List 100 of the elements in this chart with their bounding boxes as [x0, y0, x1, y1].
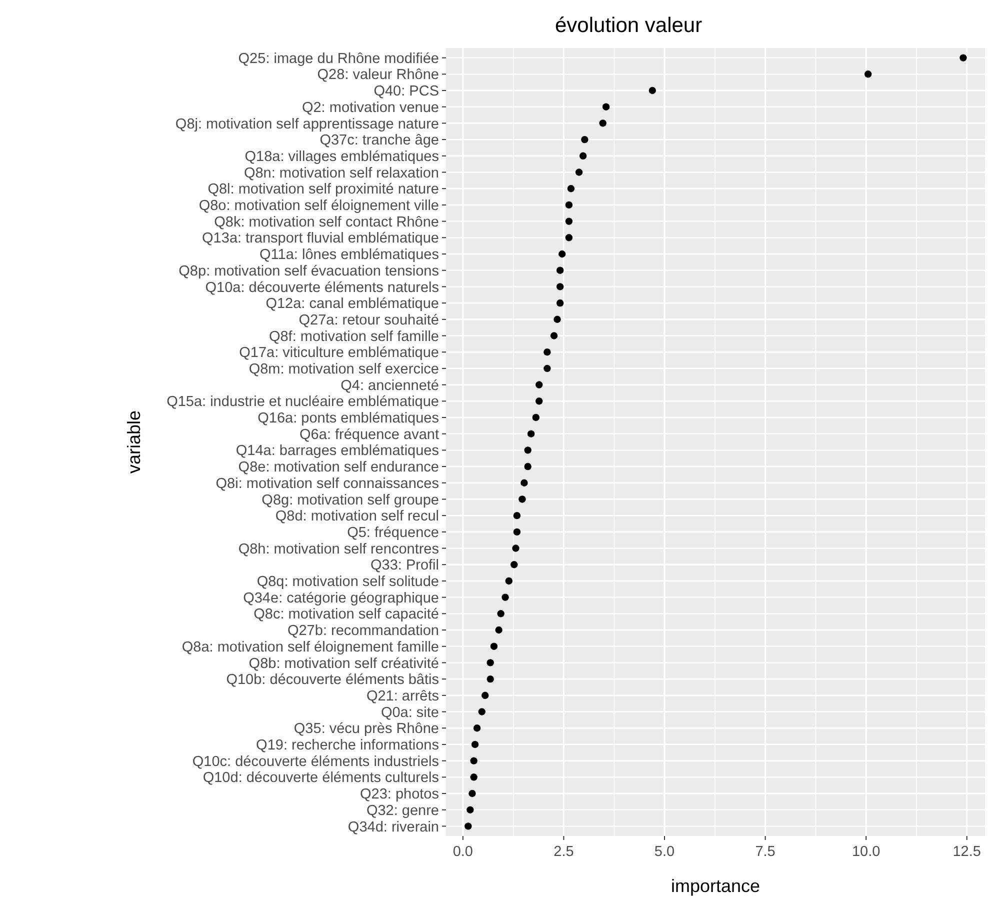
y-tick-label: Q8o: motivation self éloignement ville: [198, 198, 439, 214]
point: [513, 528, 521, 536]
y-tick-label: Q21: arrêts: [366, 688, 439, 704]
point: [478, 708, 486, 716]
point: [466, 806, 474, 814]
y-tick-label: Q37c: tranche âge: [320, 132, 439, 149]
y-tick-label: Q8i: motivation self connaissances: [216, 476, 439, 492]
point: [544, 364, 551, 372]
y-tick-label: Q40: PCS: [374, 84, 439, 100]
chart-title: évolution valeur: [555, 14, 702, 37]
point: [536, 381, 543, 388]
y-tick-label: Q10a: découverte éléments naturels: [205, 280, 439, 296]
point: [502, 594, 509, 601]
y-tick-label: Q10c: découverte éléments industriels: [192, 754, 439, 770]
point: [558, 250, 566, 258]
y-tick-label: Q8h: motivation self rencontres: [238, 541, 439, 558]
point: [575, 168, 583, 176]
point: [565, 218, 573, 225]
y-tick-label: Q8q: motivation self solitude: [256, 574, 439, 590]
point: [495, 626, 502, 634]
y-tick-label: Q8k: motivation self contact Rhône: [214, 214, 439, 230]
point: [518, 496, 526, 503]
y-tick-label: Q10b: découverte éléments bâtis: [226, 672, 439, 688]
point: [556, 283, 564, 290]
x-tick-label: 7.5: [755, 844, 776, 860]
y-tick-label: Q8b: motivation self créativité: [248, 656, 439, 672]
point: [544, 348, 551, 356]
x-tick-label: 2.5: [554, 844, 574, 860]
y-tick-label: Q5: fréquence: [347, 524, 439, 541]
point: [512, 544, 520, 552]
point: [470, 757, 478, 764]
point: [602, 103, 610, 110]
x-axis-title: importance: [670, 876, 760, 896]
y-tick-label: Q14a: barrages emblématiques: [236, 443, 439, 460]
point: [471, 740, 479, 748]
point: [556, 299, 564, 307]
y-tick-label: Q8f: motivation self famille: [268, 328, 439, 345]
point: [565, 201, 573, 209]
point: [550, 332, 558, 340]
point: [648, 86, 656, 94]
point: [565, 234, 573, 242]
y-tick-label: Q10d: découverte éléments culturels: [202, 770, 439, 786]
y-tick-label: Q8j: motivation self apprentissage nature: [175, 116, 439, 132]
y-tick-label: Q23: photos: [360, 786, 439, 803]
point: [510, 561, 518, 568]
point: [579, 152, 587, 160]
point: [505, 577, 512, 585]
y-tick-label: Q8l: motivation self proximité nature: [208, 182, 439, 198]
y-tick-label: Q15a: industrie et nucléaire emblématique: [166, 394, 439, 410]
point: [524, 462, 532, 470]
point: [482, 692, 489, 699]
point: [960, 54, 967, 62]
x-tick-label: 5.0: [654, 844, 675, 860]
y-tick-label: Q34d: riverain: [348, 819, 439, 836]
y-tick-label: Q34e: catégorie géographique: [243, 590, 439, 606]
y-tick-label: Q6a: fréquence avant: [300, 426, 439, 443]
y-tick-label: Q13a: transport fluvial emblématique: [202, 230, 439, 247]
x-tick-label: 0.0: [452, 844, 474, 860]
point: [468, 790, 476, 798]
y-axis-title: variable: [124, 410, 144, 474]
x-tick-label: 10.0: [852, 844, 880, 860]
y-tick-label: Q2: motivation venue: [302, 100, 439, 116]
point: [464, 822, 472, 830]
point: [497, 610, 504, 618]
y-tick-label: Q4: ancienneté: [340, 378, 439, 394]
y-tick-label: Q33: Profil: [370, 558, 439, 574]
point: [864, 70, 872, 78]
y-tick-label: Q8g: motivation self groupe: [262, 492, 439, 508]
point: [513, 512, 521, 520]
y-tick-label: Q32: genre: [366, 802, 439, 819]
y-tick-label: Q8m: motivation self exercice: [248, 362, 439, 378]
y-tick-label: Q17a: viticulture emblématique: [239, 345, 439, 362]
point: [556, 266, 564, 274]
point: [470, 774, 478, 781]
point: [567, 185, 575, 192]
point: [473, 724, 481, 732]
point: [554, 316, 561, 323]
point: [536, 398, 543, 405]
point: [486, 675, 494, 683]
y-tick-label: Q19: recherche informations: [256, 738, 439, 754]
y-tick-label: Q28: valeur Rhône: [317, 67, 439, 84]
y-tick-label: Q16a: ponts emblématiques: [258, 410, 439, 427]
y-tick-label: Q25: image du Rhône modifiée: [238, 50, 439, 67]
y-tick-label: Q18a: villages emblématiques: [244, 148, 439, 165]
y-tick-label: Q12a: canal emblématique: [266, 296, 439, 312]
y-tick-label: Q11a: lônes emblématiques: [260, 247, 439, 264]
point: [532, 414, 540, 422]
point: [581, 136, 588, 144]
point: [520, 479, 528, 486]
x-tick-label: 12.5: [952, 844, 981, 860]
y-tick-label: Q8c: motivation self capacité: [254, 606, 439, 623]
point: [527, 430, 535, 438]
y-tick-label: Q8d: motivation self recul: [275, 508, 439, 525]
point: [490, 642, 498, 650]
y-tick-label: Q27b: recommandation: [287, 623, 439, 640]
y-tick-label: Q27a: retour souhaité: [298, 312, 439, 328]
y-tick-label: Q8e: motivation self endurance: [238, 460, 439, 476]
y-tick-label: Q35: vécu près Rhône: [294, 721, 439, 738]
point: [599, 120, 606, 127]
y-tick-label: Q0a: site: [380, 704, 439, 721]
